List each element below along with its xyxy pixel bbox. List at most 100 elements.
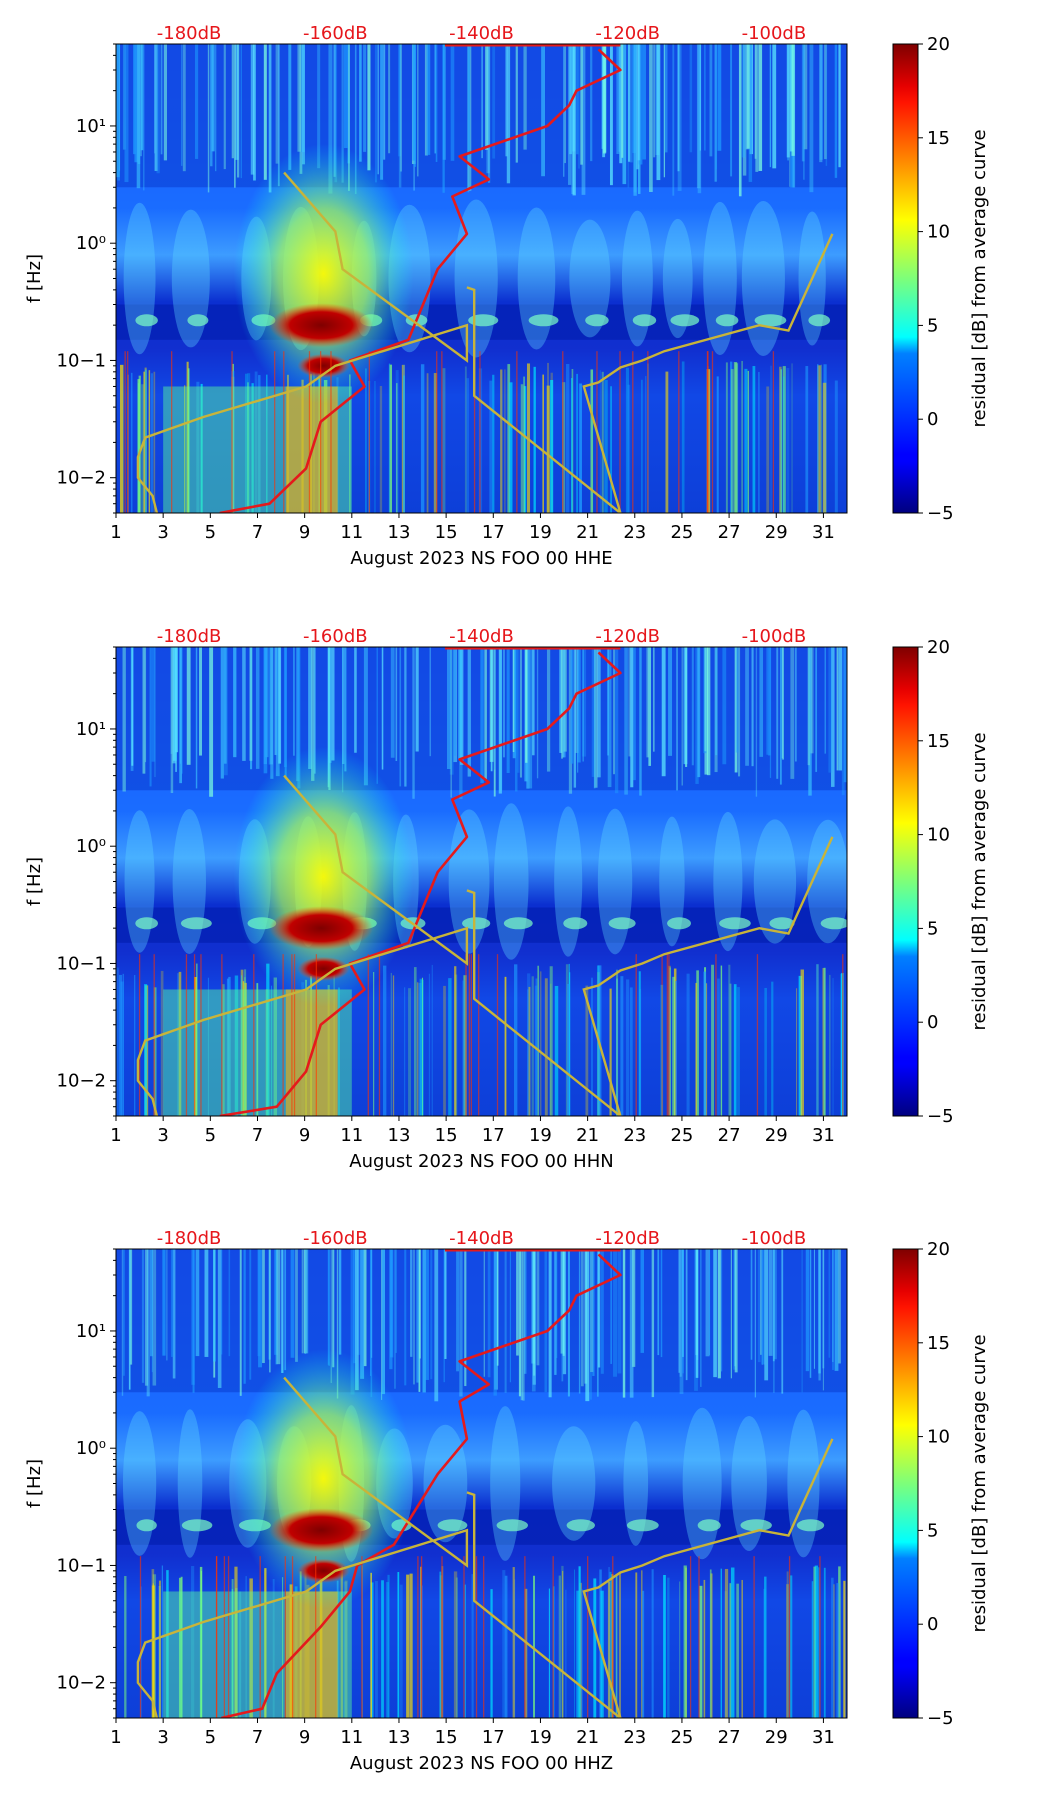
hf-streak	[258, 1249, 262, 1368]
lf-streak	[266, 963, 270, 1116]
lf-streak	[846, 380, 847, 513]
lf-streak	[829, 974, 831, 1116]
hf-streak	[795, 647, 797, 762]
hf-streak	[576, 647, 579, 773]
noise-model-low	[136, 171, 469, 513]
colorbar-tick-label: 0	[927, 1012, 938, 1033]
lf-streak	[272, 1579, 275, 1718]
lf-streak	[733, 984, 737, 1116]
hf-streak	[750, 1249, 753, 1360]
hf-streak	[582, 647, 584, 762]
hf-streak	[274, 1249, 278, 1355]
lf-streak	[686, 973, 690, 1116]
hf-streak	[648, 647, 651, 766]
lf-streak	[786, 1584, 789, 1718]
hf-streak	[613, 647, 615, 775]
lf-streak	[627, 384, 631, 513]
lf-streak	[413, 967, 417, 1116]
hf-streak	[629, 1249, 634, 1398]
microseism-plume	[517, 207, 556, 350]
hf-streak	[754, 1249, 756, 1398]
hf-streak	[231, 44, 234, 159]
hf-streak	[597, 647, 601, 778]
hf-streak	[578, 44, 580, 169]
x-tick-label: 13	[388, 522, 411, 543]
spike	[274, 351, 276, 513]
lf-streak	[817, 365, 821, 513]
lf-streak	[403, 364, 405, 513]
lf-streak	[703, 971, 707, 1116]
lf-streak	[608, 1567, 610, 1718]
lf-streak	[550, 983, 552, 1116]
microseism-plume	[623, 1421, 649, 1546]
hf-streak	[412, 44, 416, 161]
x-tick-label: 11	[340, 522, 363, 543]
spike	[221, 954, 223, 1116]
hf-streak	[124, 44, 129, 183]
hf-streak	[734, 1249, 738, 1373]
hf-streak	[220, 647, 224, 779]
hf-streak	[592, 1249, 595, 1376]
colorbar-tick-label: 15	[927, 1333, 950, 1354]
lf-streak	[728, 964, 731, 1116]
hf-streak	[772, 1249, 775, 1362]
microseism-blob	[632, 314, 657, 327]
lf-streak	[609, 988, 611, 1116]
hf-streak	[443, 44, 447, 160]
hf-streak	[679, 1249, 684, 1394]
spike	[463, 1556, 465, 1718]
hf-streak	[283, 647, 287, 768]
hf-streak	[677, 44, 682, 191]
lf-streak	[811, 1581, 814, 1718]
lf-streak	[153, 371, 156, 513]
hf-streak	[577, 647, 581, 763]
lf-streak	[439, 1571, 442, 1718]
lf-streak	[716, 376, 719, 513]
lf-streak	[820, 364, 822, 513]
storm-peak	[269, 303, 374, 348]
hf-streak	[422, 1249, 426, 1393]
hf-streak	[628, 647, 631, 757]
lf-streak	[500, 369, 503, 513]
lf-streak	[838, 1566, 841, 1718]
lf-streak	[509, 382, 513, 513]
lf-streak	[576, 1590, 580, 1718]
lf-streak	[651, 1569, 654, 1718]
lf-streak	[569, 972, 571, 1116]
lf-streak	[249, 1578, 253, 1718]
y-tick-label: 10−1	[57, 1555, 106, 1576]
lf-streak	[822, 968, 824, 1116]
hf-streak	[493, 647, 496, 797]
lf-streak	[471, 1574, 474, 1718]
spike	[711, 351, 714, 513]
spike	[283, 351, 285, 513]
lf-streak	[834, 380, 838, 513]
hf-streak	[757, 1249, 761, 1363]
hf-streak	[450, 647, 452, 798]
x-tick-label: 5	[205, 1125, 216, 1146]
hf-streak	[249, 1249, 252, 1380]
spike	[253, 954, 255, 1116]
hf-streak	[434, 44, 436, 154]
spike	[124, 351, 126, 513]
lf-streak	[609, 1571, 612, 1718]
storm-event	[233, 143, 414, 404]
x-tick-label: 31	[812, 1125, 835, 1146]
hf-streak	[532, 1249, 536, 1385]
lf-streak	[388, 363, 391, 513]
spike	[632, 351, 634, 513]
hf-streak	[144, 1249, 148, 1386]
hf-streak	[467, 647, 471, 777]
lf-streak	[683, 1565, 687, 1718]
spike	[367, 954, 369, 1116]
lf-streak	[134, 975, 136, 1116]
lf-streak	[796, 988, 798, 1116]
lf-streak	[507, 364, 511, 513]
lf-streak	[191, 1566, 195, 1718]
lf-streak	[504, 1575, 508, 1718]
lf-streak	[823, 967, 826, 1116]
hf-streak	[705, 1249, 710, 1357]
lf-streak	[196, 381, 200, 513]
lf-streak	[565, 1589, 567, 1718]
